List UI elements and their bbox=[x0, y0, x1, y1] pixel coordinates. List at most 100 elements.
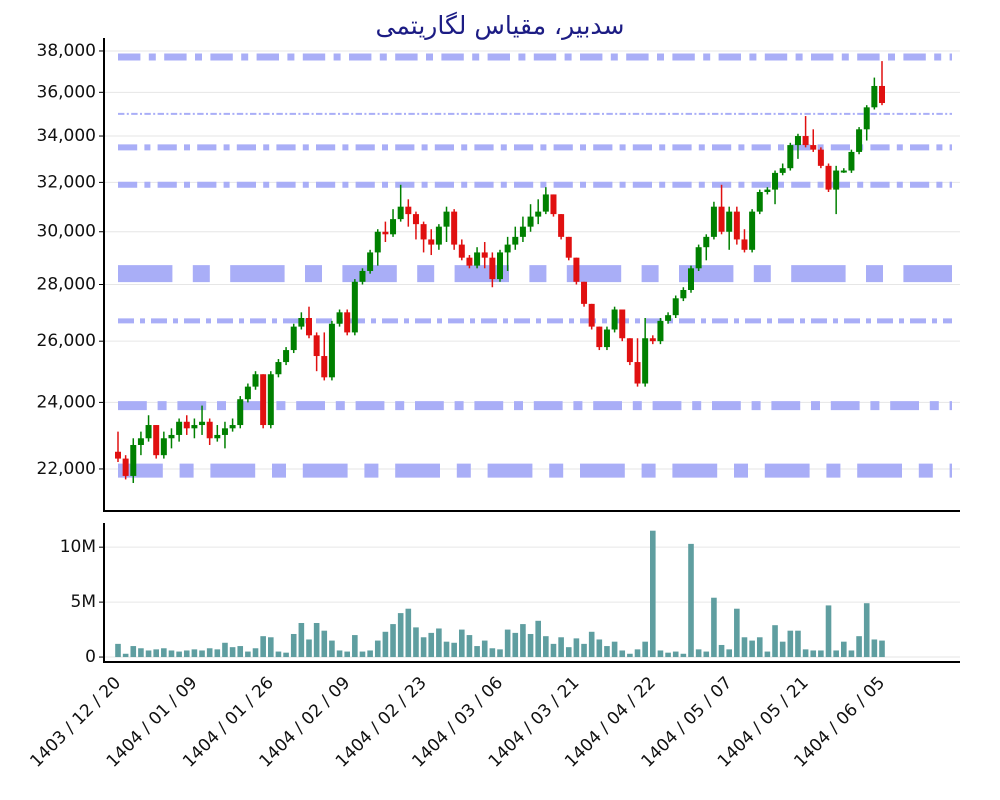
candle-body bbox=[825, 165, 832, 190]
candle-body bbox=[160, 438, 167, 456]
candle-body bbox=[275, 362, 282, 375]
volume-bar bbox=[680, 653, 687, 658]
volume-bar bbox=[588, 631, 595, 658]
y-tick-label: 36,000 bbox=[37, 82, 96, 102]
candle-body bbox=[321, 356, 328, 378]
candle-body bbox=[283, 350, 290, 363]
volume-bar bbox=[749, 640, 755, 658]
candle-body bbox=[634, 362, 641, 384]
candle-body bbox=[458, 244, 465, 258]
volume-bar bbox=[214, 649, 221, 658]
candle-body bbox=[833, 170, 840, 190]
candle-body bbox=[588, 303, 595, 327]
y-tick-label: 34,000 bbox=[37, 126, 96, 146]
candle-body bbox=[122, 458, 129, 476]
candle-body bbox=[252, 374, 259, 387]
candle-body bbox=[290, 326, 297, 351]
volume-bar bbox=[466, 635, 473, 658]
candle-body bbox=[206, 421, 213, 439]
volume-bar bbox=[504, 629, 511, 658]
volume-bar bbox=[863, 603, 870, 658]
volume-bar bbox=[161, 648, 167, 658]
candle-body bbox=[703, 236, 710, 248]
candle-body bbox=[611, 309, 618, 330]
volume-bar bbox=[741, 637, 748, 658]
volume-bar bbox=[703, 651, 710, 658]
volume-bar bbox=[268, 637, 274, 658]
candle-body bbox=[130, 444, 137, 476]
volume-bar bbox=[336, 650, 343, 658]
volume-bar bbox=[627, 653, 633, 658]
volume-bar bbox=[527, 633, 534, 658]
candle-body bbox=[390, 219, 397, 235]
candle-body bbox=[367, 252, 374, 271]
volume-bar bbox=[497, 649, 503, 658]
volume-bar bbox=[420, 637, 427, 658]
candle-body bbox=[772, 172, 779, 190]
candle-body bbox=[137, 438, 144, 445]
candle-body bbox=[733, 211, 740, 240]
volume-bar bbox=[764, 651, 771, 658]
candle-body bbox=[787, 145, 794, 169]
volume-bar bbox=[237, 646, 244, 658]
y-tick-label: 10M bbox=[60, 537, 96, 557]
volume-bar bbox=[260, 636, 266, 658]
volume-bar bbox=[825, 605, 832, 658]
candle-body bbox=[504, 244, 511, 253]
candle-body bbox=[115, 451, 121, 459]
volume-bar bbox=[153, 649, 159, 658]
volume-bar bbox=[619, 650, 626, 658]
candle-body bbox=[657, 320, 664, 342]
volume-bar bbox=[512, 632, 519, 658]
volume-bar bbox=[313, 622, 320, 658]
volume-bar bbox=[428, 632, 435, 658]
candle-body bbox=[359, 270, 366, 282]
y-tick-label: 32,000 bbox=[37, 172, 96, 192]
volume-bar bbox=[810, 650, 817, 658]
volume-bar bbox=[183, 650, 190, 658]
candle-body bbox=[344, 312, 351, 333]
volume-bar bbox=[199, 650, 205, 658]
candle-body bbox=[351, 281, 358, 333]
volume-bar bbox=[818, 650, 824, 658]
candle-body bbox=[443, 211, 450, 227]
volume-bar bbox=[275, 651, 282, 658]
candle-body bbox=[764, 189, 771, 193]
volume-bar bbox=[779, 641, 786, 658]
volume-bar bbox=[688, 543, 694, 658]
y-tick-label: 24,000 bbox=[37, 392, 96, 412]
volume-bar bbox=[756, 637, 763, 658]
candle-body bbox=[619, 309, 626, 339]
candle-body bbox=[267, 374, 274, 426]
candle-body bbox=[779, 168, 786, 173]
candle-body bbox=[840, 170, 847, 173]
candle-body bbox=[489, 257, 496, 280]
candle-body bbox=[810, 145, 817, 150]
candle-body bbox=[802, 136, 809, 146]
y-tick-label: 38,000 bbox=[37, 41, 96, 61]
volume-bar bbox=[772, 625, 778, 658]
volume-bar bbox=[802, 649, 809, 658]
volume-bar bbox=[634, 649, 641, 658]
candle-body bbox=[680, 289, 687, 299]
candle-body bbox=[260, 374, 267, 426]
volume-bar bbox=[558, 637, 564, 658]
candle-body bbox=[214, 434, 221, 439]
volume-bar bbox=[245, 651, 251, 658]
candle-body bbox=[695, 247, 702, 269]
candle-body bbox=[558, 214, 565, 237]
volume-bar bbox=[382, 631, 389, 658]
candle-body bbox=[603, 329, 610, 348]
candle-body bbox=[756, 192, 763, 212]
volume-bar bbox=[787, 630, 794, 658]
candle-body bbox=[535, 211, 542, 217]
candle-body bbox=[741, 239, 748, 250]
candle-body bbox=[229, 425, 236, 429]
y-tick-label: 22,000 bbox=[37, 459, 96, 479]
candle-body bbox=[451, 211, 458, 245]
volume-bar bbox=[672, 651, 679, 658]
candle-body bbox=[527, 216, 534, 227]
candle-body bbox=[336, 312, 343, 324]
y-tick-label: 5M bbox=[71, 592, 96, 612]
